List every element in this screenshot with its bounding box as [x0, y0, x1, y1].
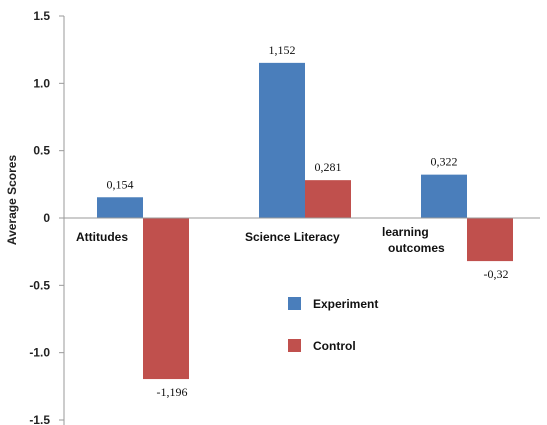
y-tick-label: -0.5 [29, 278, 50, 292]
legend-swatch-experiment [288, 297, 301, 310]
y-tick-label: -1.0 [29, 346, 50, 360]
legend-label: Experiment [313, 297, 378, 311]
bar-control-1 [305, 180, 351, 218]
data-label: 1,152 [269, 43, 296, 57]
legend-swatch-control [288, 339, 301, 352]
y-tick-label: -1.5 [29, 413, 50, 425]
data-label: 0,322 [431, 155, 458, 169]
y-tick-label: 1.0 [33, 76, 50, 90]
bar-experiment-2 [421, 174, 467, 218]
data-label: -0,32 [484, 267, 509, 281]
y-axis-title: Average Scores [5, 155, 19, 246]
category-label: outcomes [388, 241, 445, 255]
data-label: -1,196 [157, 385, 188, 399]
y-tick-label: 1.5 [33, 9, 50, 23]
legend-label: Control [313, 339, 356, 353]
bar-control-2 [467, 218, 513, 262]
bar-control-0 [143, 218, 189, 380]
y-tick-label: 0.5 [33, 144, 50, 158]
category-label: Science Literacy [245, 230, 340, 244]
y-tick-label: 0 [43, 211, 50, 225]
category-label: Attitudes [76, 230, 128, 244]
bar-experiment-1 [259, 62, 305, 218]
category-label: learning [382, 225, 429, 239]
data-label: 0,281 [315, 160, 342, 174]
data-label: 0,154 [107, 177, 134, 191]
bar-experiment-0 [97, 197, 143, 218]
